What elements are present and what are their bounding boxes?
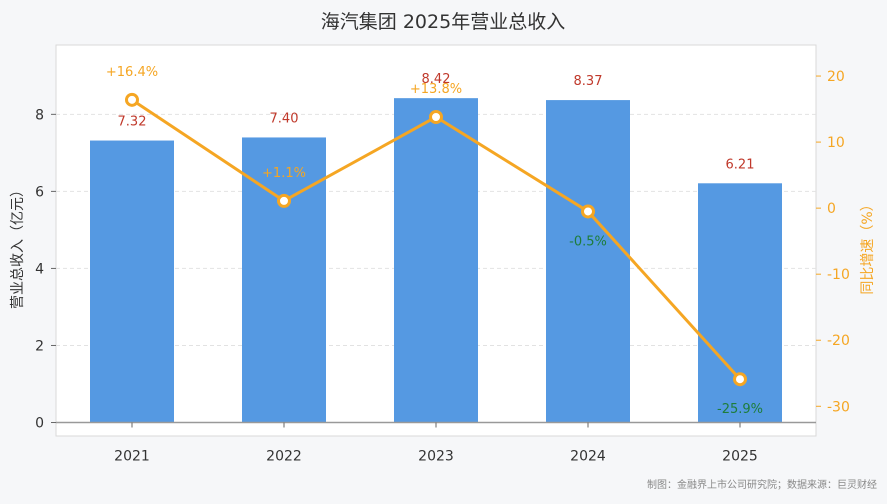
x-tick-label: 2021 (114, 449, 150, 465)
source-note: 制图：金融界上市公司研究院；数据来源：巨灵财经 (647, 478, 877, 491)
y2-tick-label: -10 (827, 267, 850, 283)
x-tick-label: 2023 (418, 449, 454, 465)
bar-value-label: 8.42 (422, 72, 451, 87)
y-axis-label: 营业总收入（亿元） (10, 183, 26, 309)
y-tick-label: 4 (35, 261, 44, 277)
left-axis: 0 2 4 6 8 (35, 107, 56, 432)
growth-point (581, 204, 595, 219)
growth-value-label: -0.5% (569, 234, 607, 249)
bar (394, 98, 478, 423)
right-axis: 20 10 0 -10 -20 -30 (816, 69, 850, 415)
growth-value-label: -25.9% (717, 402, 763, 417)
y-tick-label: 0 (35, 416, 44, 432)
y2-tick-label: 10 (827, 135, 845, 151)
growth-value-label: +16.4% (106, 65, 158, 80)
x-tick-label: 2022 (266, 449, 302, 465)
bar-value-label: 7.40 (270, 111, 299, 126)
growth-point (733, 372, 747, 387)
y2-tick-label: -30 (827, 399, 850, 415)
growth-value-label: +1.1% (262, 166, 306, 181)
growth-value-label: +13.8% (410, 82, 462, 97)
bar-value-label: 6.21 (726, 157, 755, 172)
x-axis: 2021 2022 2023 2024 2025 (114, 422, 758, 465)
y-tick-label: 2 (35, 338, 44, 354)
y-tick-label: 6 (35, 184, 44, 200)
growth-point (125, 92, 139, 107)
y2-axis-label: 同比增速（%） (860, 197, 876, 294)
bar (698, 183, 782, 423)
bar-value-label: 8.37 (574, 74, 603, 89)
growth-point (277, 193, 291, 208)
y2-tick-label: 20 (827, 69, 845, 85)
bar (546, 100, 630, 423)
x-tick-label: 2025 (722, 449, 758, 465)
y-tick-label: 8 (35, 107, 44, 123)
y2-tick-label: 0 (827, 201, 836, 217)
bar (90, 140, 174, 423)
bar-value-label: 7.32 (118, 115, 147, 130)
growth-point (429, 109, 443, 124)
chart-title: 海汽集团 2025年营业总收入 (321, 11, 565, 33)
x-tick-label: 2024 (570, 449, 606, 465)
growth-series: +16.4% +1.1% +13.8% -0.5% -25.9% (106, 65, 763, 417)
y2-tick-label: -20 (827, 333, 850, 349)
